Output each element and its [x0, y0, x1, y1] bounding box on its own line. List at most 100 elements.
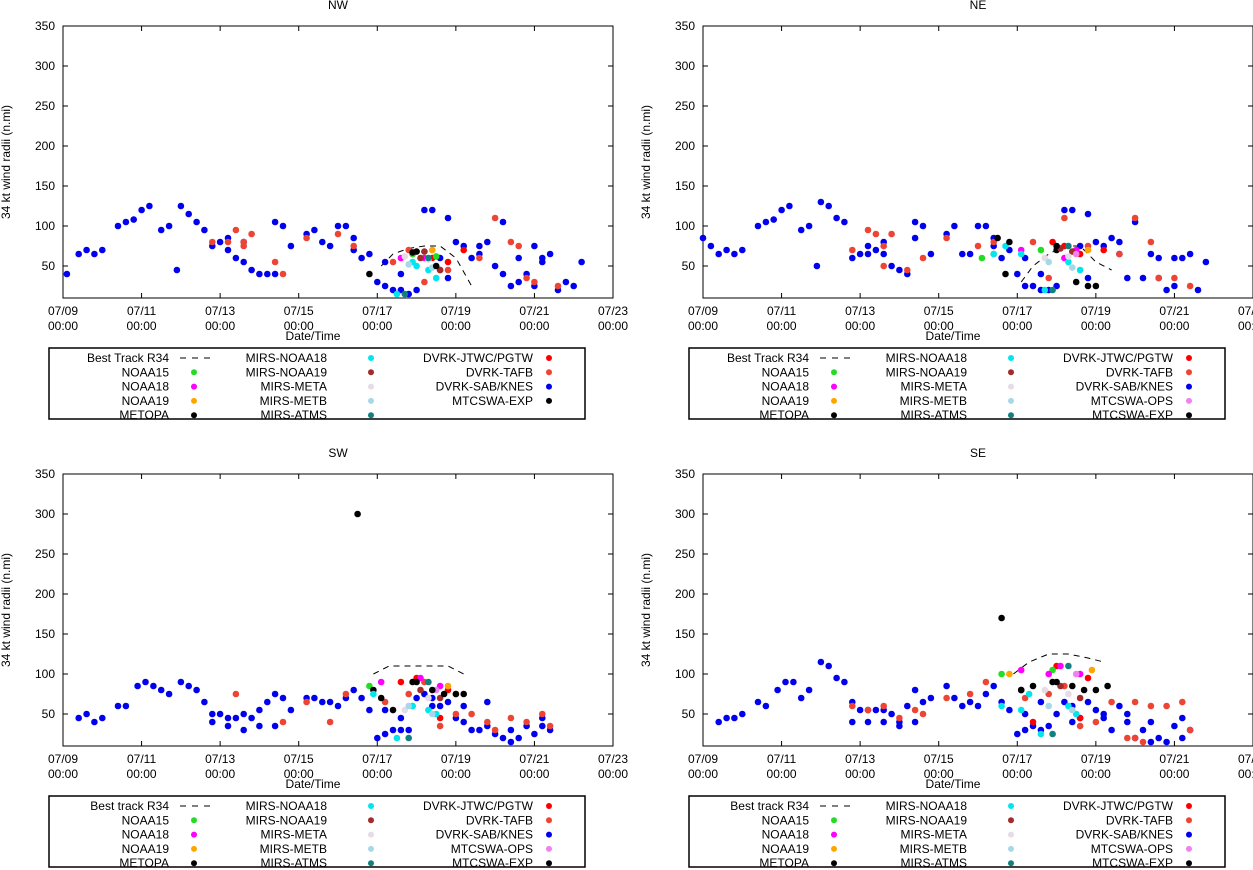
plot-frame: [702, 473, 1253, 747]
point-dvrk-sab-knes: [951, 694, 958, 702]
point-dvrk-sab-knes: [122, 218, 130, 226]
point-mtcswa-exp: [1053, 242, 1060, 250]
legend-label: DVRK-SAB/KNES: [436, 828, 533, 842]
legend-label: Best Track R34: [727, 351, 809, 365]
series-mtcswa-ops: [1072, 250, 1080, 258]
point-dvrk-sab-knes: [1092, 706, 1100, 714]
legend: Best Track R34 MIRS-NOAA18 DVRK-JTWC/PGTW N…: [48, 347, 586, 422]
x-tick-label: 00:00: [1002, 767, 1032, 781]
point-dvrk-sab-knes: [397, 270, 405, 278]
y-axis-label: 34 kt wind radii (n.mi): [0, 105, 13, 219]
point-dvrk-sab-knes: [841, 218, 848, 226]
point-dvrk-sab-knes: [1171, 282, 1178, 290]
point-dvrk-sab-knes: [232, 714, 240, 722]
legend-label: MIRS-ATMS: [901, 856, 967, 870]
point-dvrk-tafb: [554, 282, 562, 290]
point-mtcswa-exp: [1092, 686, 1100, 694]
legend: Best track R34 MIRS-NOAA18 DVRK-JTWC/PGTW N…: [688, 795, 1226, 870]
point-dvrk-sab-knes: [209, 718, 216, 726]
legend-marker: [831, 817, 837, 824]
y-tick-label: 250: [35, 99, 55, 113]
legend-label: DVRK-TAFB: [466, 813, 533, 827]
point-mirs-atms: [1049, 730, 1056, 738]
point-dvrk-sab-knes: [319, 698, 326, 706]
legend-marker: [546, 845, 552, 852]
legend-label: NOAA18: [762, 380, 810, 394]
point-dvrk-tafb: [1124, 734, 1131, 742]
legend-label: MIRS-NOAA19: [246, 813, 328, 827]
legend-label: MIRS-NOAA19: [246, 365, 328, 379]
panel-title: SE: [970, 446, 986, 460]
legend-marker: [191, 860, 197, 867]
point-dvrk-sab-knes: [256, 722, 263, 730]
legend-label: MIRS-NOAA18: [246, 351, 328, 365]
point-dvrk-sab-knes: [1069, 206, 1076, 214]
point-mirs-noaa18: [393, 734, 401, 742]
point-dvrk-sab-knes: [951, 222, 958, 230]
x-tick-label: 07/21: [519, 752, 549, 766]
point-mtcswa-ops: [1072, 250, 1080, 258]
legend-label: MTCSWA-EXP: [452, 394, 533, 408]
series-mirs-atms: [405, 678, 432, 742]
series-mirs-atms: [1049, 662, 1072, 738]
x-tick-label: 00:00: [1159, 767, 1189, 781]
point-dvrk-tafb: [1021, 694, 1029, 702]
point-dvrk-sab-knes: [436, 702, 444, 710]
legend-marker: [1186, 803, 1192, 809]
point-dvrk-sab-knes: [491, 262, 499, 270]
x-tick-label: 00:00: [688, 767, 718, 781]
legend-label: DVRK-TAFB: [1106, 365, 1173, 379]
point-dvrk-tafb: [326, 718, 334, 726]
point-dvrk-tafb: [1155, 274, 1162, 282]
x-tick-label: 00:00: [48, 767, 78, 781]
point-dvrk-sab-knes: [271, 690, 279, 698]
series-mirs-meta: [1041, 686, 1072, 698]
point-noaa18: [1045, 670, 1052, 678]
point-dvrk-sab-knes: [1147, 250, 1155, 258]
point-dvrk-tafb: [1171, 274, 1178, 282]
x-tick-label: 07/23: [1238, 752, 1253, 766]
point-dvrk-tafb: [531, 278, 538, 286]
point-mirs-meta: [1041, 686, 1049, 694]
x-tick-label: 00:00: [205, 319, 235, 333]
point-mirs-metb: [405, 261, 413, 268]
point-mirs-meta: [1065, 253, 1072, 260]
legend-label: NOAA15: [122, 365, 170, 379]
point-dvrk-tafb: [1131, 214, 1139, 222]
point-dvrk-sab-knes: [224, 714, 232, 722]
point-dvrk-sab-knes: [350, 686, 358, 694]
legend-marker: [191, 383, 197, 390]
point-dvrk-sab-knes: [201, 698, 208, 706]
point-mirs-metb: [1045, 702, 1052, 710]
point-dvrk-jtwc-pgtw: [1049, 238, 1056, 246]
point-dvrk-sab-knes: [539, 722, 546, 730]
legend-frame: [48, 347, 586, 420]
x-tick-label: 07/09: [688, 304, 718, 318]
x-tick-label: 07/19: [1081, 304, 1111, 318]
point-dvrk-sab-knes: [1108, 726, 1115, 734]
legend-label: DVRK-SAB/KNES: [436, 380, 533, 394]
point-dvrk-tafb: [849, 246, 856, 254]
point-dvrk-sab-knes: [193, 218, 200, 226]
legend-marker: [831, 845, 837, 852]
point-dvrk-sab-knes: [264, 270, 271, 278]
legend-marker: [546, 803, 552, 809]
point-dvrk-sab-knes: [201, 226, 208, 234]
point-dvrk-sab-knes: [1116, 702, 1123, 710]
point-mirs-atms: [1065, 662, 1072, 670]
point-dvrk-sab-knes: [904, 702, 911, 710]
legend-label: MTCSWA-OPS: [451, 842, 533, 856]
point-dvrk-sab-knes: [1202, 258, 1210, 266]
point-dvrk-sab-knes: [374, 278, 381, 286]
series-noaa15: [978, 246, 1045, 262]
point-dvrk-sab-knes: [1147, 738, 1155, 746]
legend-label: DVRK-SAB/KNES: [1076, 380, 1173, 394]
point-dvrk-tafb: [271, 258, 279, 266]
point-dvrk-sab-knes: [452, 238, 460, 246]
point-mtcswa-exp: [377, 694, 385, 702]
x-axis-label: Date/Time: [926, 329, 981, 343]
series-noaa19: [429, 246, 436, 254]
point-dvrk-sab-knes: [723, 714, 730, 722]
point-dvrk-sab-knes: [134, 682, 141, 690]
series-noaa18: [1017, 662, 1084, 678]
